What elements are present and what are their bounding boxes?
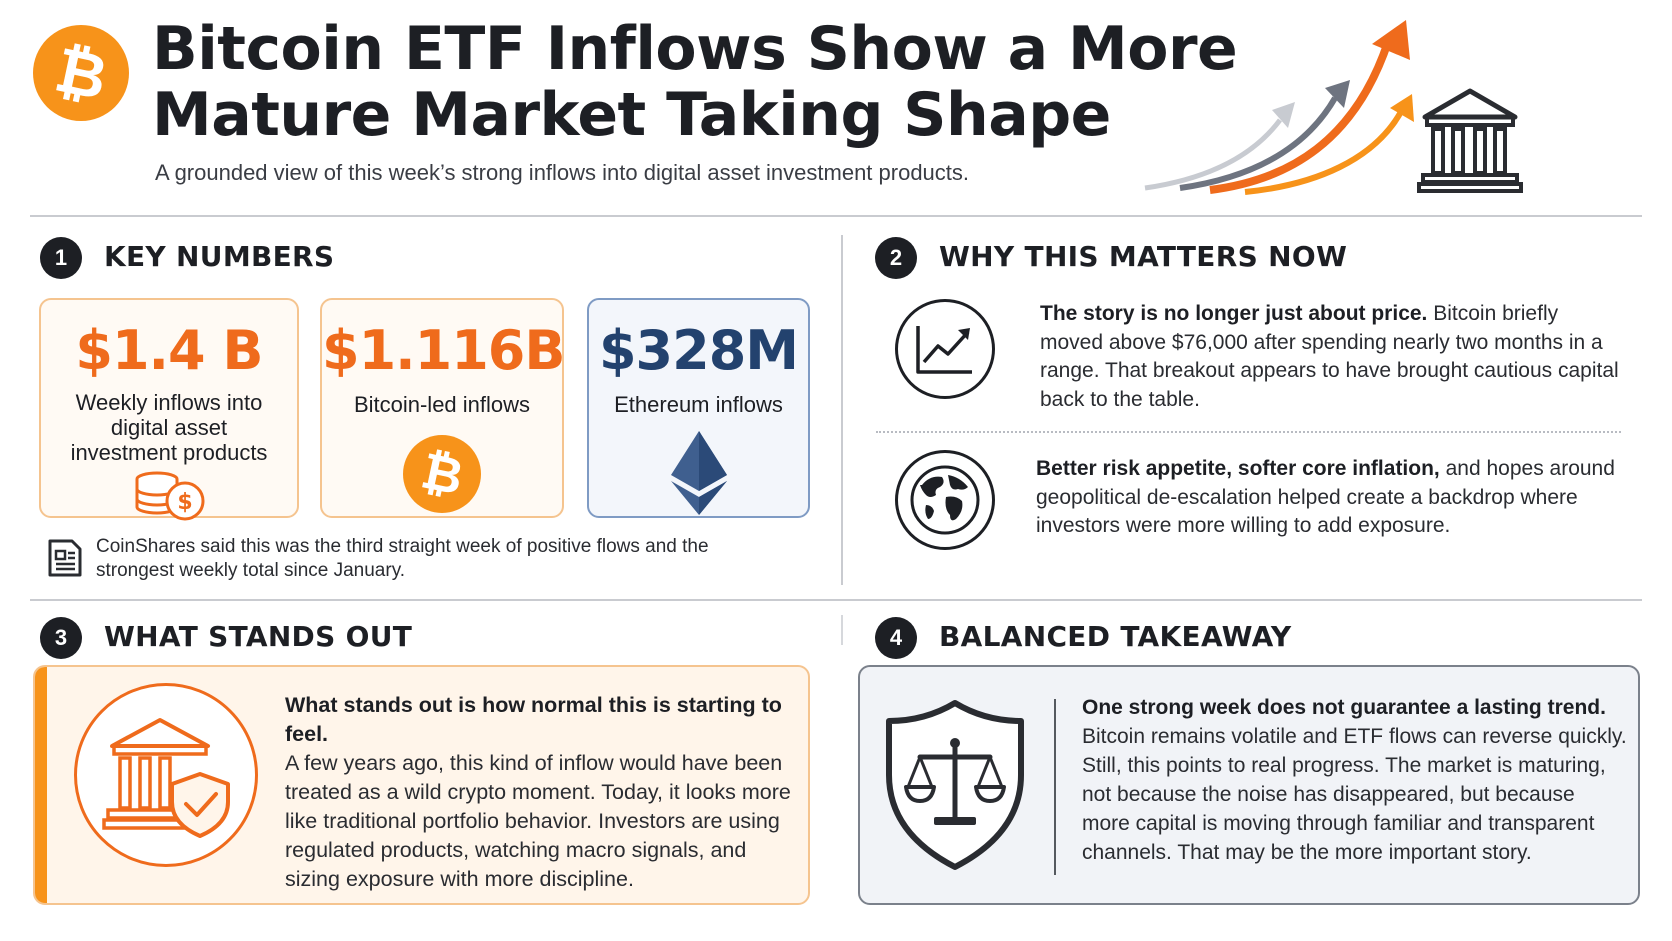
- rising-arrows-icon: [1144, 20, 1414, 195]
- section-number-2: 2: [875, 237, 917, 279]
- takeaway-body: Bitcoin remains volatile and ETF flows c…: [1082, 725, 1627, 864]
- stands-out-panel: What stands out is how normal this is st…: [33, 665, 810, 905]
- why-item-2: Better risk appetite, softer core inflat…: [1036, 455, 1621, 541]
- shield-scales-icon: [886, 700, 1024, 870]
- section-number-4: 4: [875, 617, 917, 659]
- row-divider: [30, 599, 1642, 601]
- card-label: Bitcoin-led inflows: [353, 392, 531, 417]
- section-title-takeaway: BALANCED TAKEAWAY: [939, 620, 1292, 653]
- takeaway-panel-divider: [1054, 699, 1056, 875]
- card-label: Weekly inflows into digital asset invest…: [70, 390, 268, 465]
- section-number-1: 1: [40, 237, 82, 279]
- takeaway-panel: One strong week does not guarantee a las…: [858, 665, 1640, 905]
- key-number-card-ethereum: $328M Ethereum inflows: [587, 298, 810, 518]
- takeaway-lead: One strong week does not guarantee a las…: [1082, 696, 1606, 719]
- key-number-card-weekly: $1.4 B Weekly inflows into digital asset…: [39, 298, 299, 521]
- section-title-why-matters: WHY THIS MATTERS NOW: [939, 240, 1348, 273]
- coin-stack-dollar-icon: $: [135, 471, 205, 521]
- coinshares-note: CoinShares said this was the third strai…: [96, 536, 709, 581]
- bitcoin-logo-icon: ₿: [33, 25, 129, 121]
- why-item-2-body: and hopes around geopolitical de-escalat…: [1036, 457, 1615, 537]
- svg-text:$: $: [177, 490, 192, 515]
- card-value: $1.116B: [322, 319, 566, 382]
- why-item-1: The story is no longer just about price.…: [1040, 300, 1620, 414]
- page-subtitle: A grounded view of this week’s strong in…: [155, 160, 970, 185]
- stands-out-text: What stands out is how normal this is st…: [285, 691, 800, 894]
- panel-accent-stripe: [35, 667, 47, 903]
- why-item-1-body: Bitcoin briefly moved above $76,000 afte…: [1040, 302, 1619, 411]
- document-icon: [48, 539, 82, 577]
- section-title-key-numbers: KEY NUMBERS: [104, 240, 335, 273]
- ethereum-diamond-icon: [670, 431, 727, 515]
- takeaway-text: One strong week does not guarantee a las…: [1082, 693, 1627, 867]
- key-number-card-bitcoin: $1.116B Bitcoin-led inflows ₿: [320, 298, 566, 518]
- bank-building-icon: [1417, 88, 1523, 193]
- section-number-3: 3: [40, 617, 82, 659]
- column-divider-bottom: [841, 615, 843, 645]
- card-value: $1.4 B: [75, 319, 263, 382]
- why-item-1-lead: The story is no longer just about price.: [1040, 302, 1428, 325]
- trend-chart-icon: [895, 299, 995, 399]
- bitcoin-coin-icon: ₿: [403, 435, 481, 513]
- header-divider: [30, 215, 1642, 217]
- bank-shield-check-icon: [74, 683, 258, 867]
- stands-out-body: A few years ago, this kind of inflow wou…: [285, 751, 791, 891]
- card-label: Ethereum inflows: [614, 392, 783, 417]
- globe-icon: [895, 450, 995, 550]
- page-title: Bitcoin ETF Inflows Show a More Mature M…: [152, 14, 1238, 150]
- card-value: $328M: [598, 319, 799, 382]
- why-items-separator: [876, 431, 1621, 433]
- section-title-stands-out: WHAT STANDS OUT: [104, 620, 413, 653]
- column-divider-top: [841, 235, 843, 585]
- why-item-2-lead: Better risk appetite, softer core inflat…: [1036, 457, 1440, 480]
- stands-out-lead: What stands out is how normal this is st…: [285, 693, 782, 746]
